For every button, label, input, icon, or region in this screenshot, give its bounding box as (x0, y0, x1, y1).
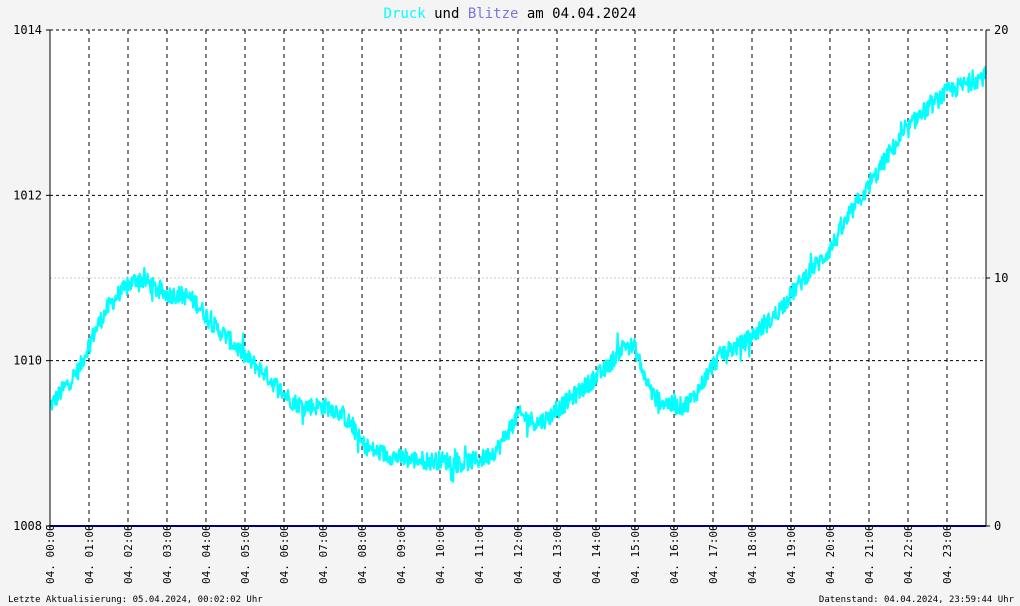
x-tick-label: 04. 14:00 (590, 524, 603, 584)
x-tick-label: 04. 07:00 (317, 524, 330, 584)
y-right-tick-label: 0 (994, 519, 1001, 533)
y-left-tick-label: 1008 (13, 519, 42, 533)
series-druck-line (49, 66, 988, 483)
x-tick-label: 04. 05:00 (239, 524, 252, 584)
x-tick-label: 04. 20:00 (824, 524, 837, 584)
title-druck: Druck (384, 6, 427, 22)
x-tick-label: 04. 11:00 (473, 524, 486, 584)
x-tick-label: 04. 12:00 (512, 524, 525, 584)
x-tick-label: 04. 15:00 (629, 524, 642, 584)
x-tick-label: 04. 04:00 (200, 524, 213, 584)
x-tick-label: 04. 09:00 (395, 524, 408, 584)
x-tick-label: 04. 06:00 (278, 524, 291, 584)
title-blitze: Blitze (468, 6, 519, 22)
x-tick-label: 04. 19:00 (785, 524, 798, 584)
tick-labels: 1008 1010 1012 1014 0 10 20 04. 00:00 04. 01:00 0… (13, 23, 1008, 584)
x-tick-label: 04. 18:00 (746, 524, 759, 584)
x-tick-label: 04. 17:00 (707, 524, 720, 584)
x-tick-label: 04. 00:00 (44, 524, 57, 584)
y-right-tick-label: 10 (994, 271, 1008, 285)
y-right-tick-label: 20 (994, 23, 1008, 37)
y-left-tick-label: 1012 (13, 188, 42, 202)
chart-title: Druck und Blitze am 04.04.2024 (384, 6, 637, 22)
footer-last-update: Letzte Aktualisierung: 05.04.2024, 00:02… (8, 595, 263, 605)
y-left-tick-label: 1014 (13, 23, 42, 37)
axes (46, 29, 990, 530)
title-date: am 04.04.2024 (518, 6, 636, 22)
footer-data-state: Datenstand: 04.04.2024, 23:59:44 Uhr (819, 595, 1015, 605)
x-tick-label: 04. 13:00 (551, 524, 564, 584)
x-tick-label: 04. 08:00 (356, 524, 369, 584)
x-tick-label: 04. 03:00 (161, 524, 174, 584)
title-und: und (426, 6, 468, 22)
x-tick-label: 04. 21:00 (863, 524, 876, 584)
x-tick-label: 04. 02:00 (122, 524, 135, 584)
x-tick-label: 04. 10:00 (434, 524, 447, 584)
y-left-tick-label: 1010 (13, 354, 42, 368)
x-tick-label: 04. 22:00 (902, 524, 915, 584)
x-tick-label: 04. 16:00 (668, 524, 681, 584)
x-tick-label: 04. 01:00 (83, 524, 96, 584)
vertical-grid (88, 30, 948, 526)
x-tick-label: 04. 23:00 (941, 524, 954, 584)
